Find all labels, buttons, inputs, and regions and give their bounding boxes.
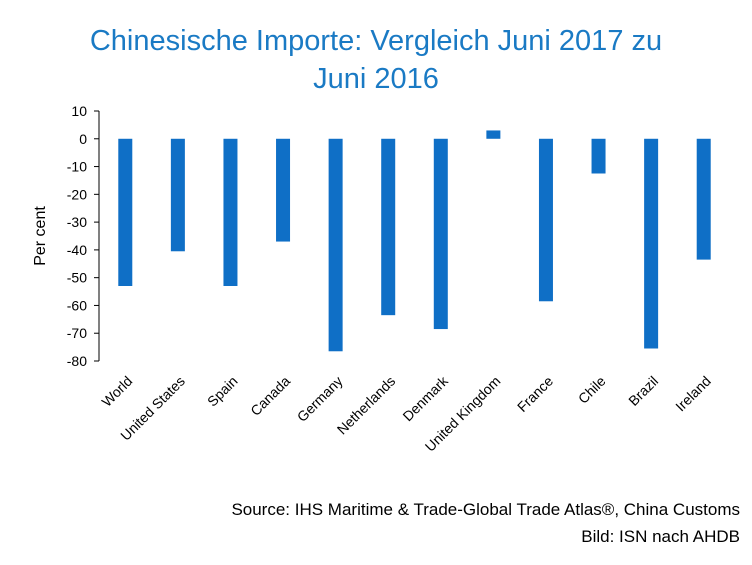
bar-denmark — [433, 138, 448, 330]
y-tick-label: 10 — [71, 103, 87, 119]
x-tick-label: France — [514, 373, 556, 415]
bar-united-states — [170, 138, 185, 252]
bar-brazil — [644, 138, 659, 349]
bar-ireland — [696, 138, 711, 260]
x-tick-label: Brazil — [625, 373, 661, 409]
y-tick-label: -30 — [67, 214, 87, 230]
y-tick-label: 0 — [79, 131, 87, 147]
bar-united-kingdom — [486, 130, 501, 139]
chart-title: Chinesische Importe: Vergleich Juni 2017… — [0, 22, 752, 98]
y-tick-label: -60 — [67, 297, 87, 313]
chart-title-line-2: Juni 2016 — [313, 63, 439, 95]
x-tick-label: World — [98, 373, 135, 410]
y-tick-label: -20 — [67, 186, 87, 202]
y-tick-label: -70 — [67, 325, 87, 341]
bar-germany — [328, 138, 343, 352]
x-tick-label: Canada — [247, 373, 293, 419]
chart-title-line-1: Chinesische Importe: Vergleich Juni 2017… — [89, 25, 663, 57]
source-note: Source: IHS Maritime & Trade-Global Trad… — [231, 500, 740, 519]
bar-netherlands — [381, 138, 396, 316]
x-tick-label: Spain — [204, 373, 241, 410]
image-credit: Bild: ISN nach AHDB — [581, 527, 740, 546]
x-tick-label: Denmark — [399, 372, 451, 424]
bar-chile — [591, 138, 606, 174]
bar-spain — [223, 138, 238, 286]
bar-canada — [276, 138, 291, 242]
bar-france — [538, 138, 553, 302]
y-tick-label: -40 — [67, 242, 87, 258]
y-tick-label: -10 — [67, 159, 87, 175]
bars — [118, 130, 711, 352]
bar-world — [118, 138, 133, 286]
y-tick-label: -50 — [67, 270, 87, 286]
y-axis-ticks: 10 0 -10 -20 -30 -40 -50 -60 -70 -80 — [67, 103, 99, 369]
x-tick-label: Chile — [575, 373, 609, 407]
y-axis-label: Per cent — [32, 206, 49, 266]
x-tick-label: Germany — [294, 373, 346, 425]
x-tick-label: Ireland — [672, 373, 714, 415]
y-tick-label: -80 — [67, 353, 87, 369]
